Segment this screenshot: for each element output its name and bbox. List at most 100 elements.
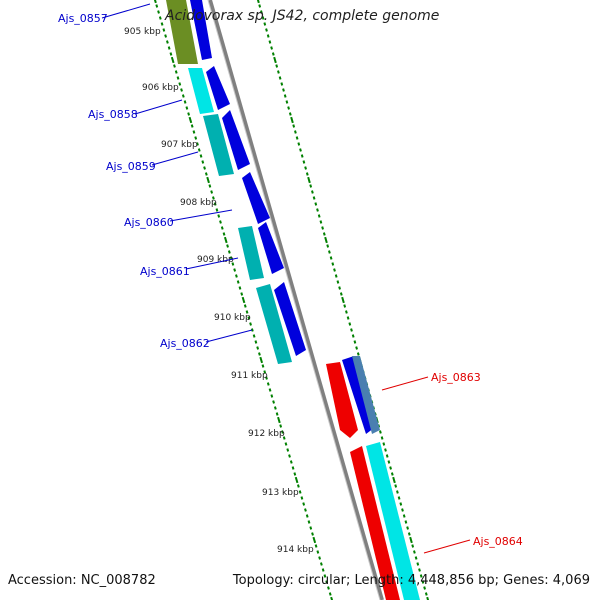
minor-tick [261, 16, 265, 20]
genome-backbone-highlight [207, 0, 381, 600]
minor-tick [265, 28, 268, 32]
gene-leader-line [423, 539, 471, 554]
minor-tick [304, 508, 307, 512]
gene-leader-line [134, 99, 183, 115]
minor-tick [227, 250, 231, 254]
minor-tick [293, 472, 297, 476]
minor-tick [299, 148, 302, 152]
minor-tick [281, 430, 284, 434]
cds-blue-feature [222, 110, 250, 170]
minor-tick [424, 592, 428, 596]
minor-tick [194, 136, 198, 140]
gene-label[interactable]: Ajs_0860 [124, 216, 174, 229]
minor-tick [333, 268, 336, 272]
gene-leader-line [101, 3, 151, 19]
minor-tick [289, 460, 293, 464]
minor-tick [196, 142, 199, 146]
kbp-label: 913 kbp [262, 488, 299, 498]
minor-tick [213, 202, 217, 206]
minor-tick [201, 160, 205, 164]
major-tick [307, 176, 311, 184]
minor-tick [292, 124, 296, 128]
cds-blue-feature [242, 172, 270, 224]
gene-leader-line [169, 209, 233, 222]
minor-tick [311, 532, 314, 536]
minor-tick [254, 340, 258, 344]
minor-tick [334, 274, 338, 278]
gene-label[interactable]: Ajs_0864 [473, 535, 523, 548]
minor-tick [277, 70, 280, 74]
minor-tick [263, 370, 267, 374]
minor-tick [263, 22, 267, 26]
minor-tick [185, 106, 189, 110]
minor-tick [305, 514, 309, 518]
major-tick [277, 416, 281, 424]
minor-tick [304, 166, 307, 170]
major-tick [290, 116, 294, 124]
cds-blue-feature [190, 0, 212, 60]
minor-tick [288, 454, 291, 458]
minor-tick [240, 292, 244, 296]
major-tick [188, 116, 193, 124]
minor-tick [351, 334, 355, 338]
major-tick [170, 56, 175, 64]
left-tick-track [153, 0, 334, 600]
major-tick [256, 0, 260, 4]
gene-label[interactable]: Ajs_0862 [160, 337, 210, 350]
minor-tick [279, 424, 283, 428]
gene-labels: Ajs_0857 Ajs_0858 Ajs_0859 Ajs_0860 Ajs_0861… [58, 3, 523, 554]
minor-tick [212, 196, 215, 200]
minor-tick [300, 496, 304, 500]
minor-tick [321, 568, 325, 572]
minor-tick [379, 430, 382, 434]
major-tick [153, 0, 157, 4]
gene-label[interactable]: Ajs_0863 [431, 371, 481, 384]
minor-tick [328, 250, 331, 254]
minor-tick [231, 262, 235, 266]
minor-tick [317, 214, 321, 218]
minor-tick [280, 82, 284, 86]
gene-label[interactable]: Ajs_0859 [106, 160, 156, 173]
minor-tick [345, 310, 348, 314]
minor-tick [316, 550, 320, 554]
minor-tick [423, 586, 426, 590]
minor-tick [190, 124, 194, 128]
minor-tick [307, 520, 311, 524]
minor-tick [265, 376, 268, 380]
minor-tick [394, 484, 398, 488]
minor-tick [356, 352, 360, 356]
minor-tick [164, 34, 168, 38]
minor-tick [389, 466, 392, 470]
minor-tick [256, 346, 260, 350]
minor-tick [181, 94, 185, 98]
minor-tick [247, 316, 251, 320]
minor-tick [155, 4, 159, 8]
major-tick [241, 296, 246, 304]
major-tick [294, 476, 299, 484]
gene-label[interactable]: Ajs_0858 [88, 108, 138, 121]
minor-tick [275, 412, 279, 416]
major-tick [259, 356, 264, 364]
minor-tick [271, 52, 275, 56]
minor-tick [305, 172, 309, 176]
minor-tick [178, 82, 182, 86]
minor-tick [353, 340, 357, 344]
minor-tick [286, 448, 290, 452]
cds-red-feature [326, 362, 358, 438]
cds-olive-feature [166, 0, 198, 64]
minor-tick [220, 226, 224, 230]
minor-tick [399, 502, 403, 506]
gene-label[interactable]: Ajs_0861 [140, 265, 190, 278]
minor-tick [343, 304, 347, 308]
minor-tick [387, 460, 391, 464]
kbp-label: 911 kbp [231, 371, 268, 381]
minor-tick [336, 280, 340, 284]
minor-tick [285, 100, 289, 104]
minor-tick [272, 400, 275, 404]
minor-tick [318, 556, 321, 560]
kbp-label: 910 kbp [214, 313, 251, 323]
minor-tick [217, 214, 221, 218]
gene-label[interactable]: Ajs_0857 [58, 12, 108, 25]
minor-tick [385, 454, 389, 458]
minor-tick [298, 490, 302, 494]
